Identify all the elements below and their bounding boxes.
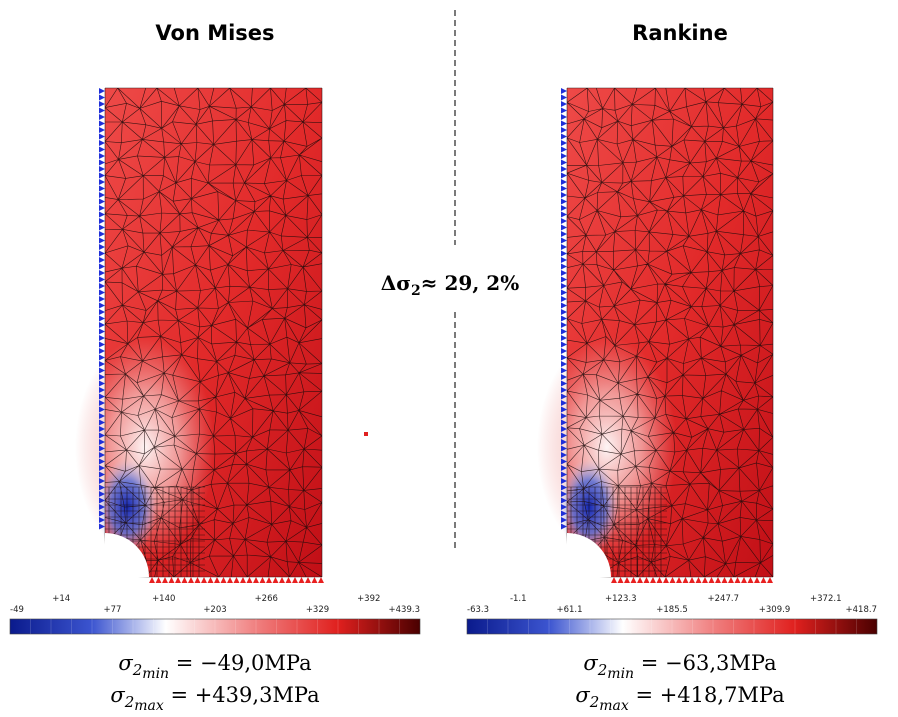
- eq-subsub: min: [607, 666, 634, 682]
- colorbar: [466, 618, 878, 635]
- eq-subsub: min: [142, 666, 169, 682]
- difference-value: ≈ 29, 2%: [421, 271, 519, 295]
- eq-value: = −63,3MPa: [634, 651, 777, 675]
- colorbar-label: +123.3: [605, 594, 636, 604]
- eq-sub: 2: [124, 693, 135, 711]
- dot: [364, 432, 368, 436]
- difference: Δσ2≈ 29, 2%: [381, 271, 519, 299]
- mesh-plot: [75, 87, 324, 583]
- colorbar-label: +392: [357, 594, 380, 604]
- stress-min: σ2min = −63,3MPa: [583, 651, 776, 682]
- eq-symbol: σ: [583, 651, 598, 675]
- eq-symbol: σ: [575, 683, 590, 707]
- colorbar-label: +14: [52, 594, 70, 604]
- eq-sub: 2: [589, 693, 600, 711]
- colorbar-label: +77: [104, 605, 122, 615]
- difference-sub: 2: [411, 283, 421, 299]
- bottom-supports: [149, 577, 324, 583]
- panel-title: Rankine: [632, 21, 728, 45]
- eq-sub: 2: [597, 661, 608, 679]
- stress-max: σ2max = +439,3MPa: [110, 683, 319, 714]
- difference-symbol: Δσ: [381, 271, 411, 295]
- stress-max: σ2max = +418,7MPa: [575, 683, 784, 714]
- colorbar-label: +418.7: [846, 605, 877, 615]
- colorbar-label: +247.7: [708, 594, 739, 604]
- eq-value: = +439,3MPa: [164, 683, 320, 707]
- eq-symbol: σ: [118, 651, 133, 675]
- eq-sub: 2: [132, 661, 143, 679]
- colorbar-label: +309.9: [759, 605, 790, 615]
- colorbar-label: +329: [306, 605, 329, 615]
- bottom-supports: [611, 577, 773, 583]
- colorbar-label: +266: [255, 594, 278, 604]
- colorbar-label: +140: [152, 594, 175, 604]
- hole: [103, 533, 149, 579]
- colorbar-label: +372.1: [810, 594, 841, 604]
- stress-min: σ2min = −49,0MPa: [118, 651, 311, 682]
- eq-subsub: max: [134, 698, 164, 714]
- colorbar-label: +439.3: [389, 605, 420, 615]
- colorbar-label: +61.1: [556, 605, 582, 615]
- eq-subsub: max: [599, 698, 629, 714]
- eq-value: = +418,7MPa: [629, 683, 785, 707]
- eq-value: = −49,0MPa: [169, 651, 312, 675]
- colorbar-label: -1.1: [510, 594, 527, 604]
- colorbar-label: +203: [203, 605, 226, 615]
- panel-title: Von Mises: [155, 21, 274, 45]
- colorbar: [9, 618, 421, 635]
- left-supports: [561, 88, 567, 530]
- colorbar-label: -63.3: [467, 605, 489, 615]
- colorbar-label: -49: [10, 605, 24, 615]
- hole: [565, 533, 611, 579]
- mesh-plot: [537, 87, 774, 583]
- colorbar-label: +185.5: [656, 605, 687, 615]
- left-supports: [99, 88, 105, 530]
- eq-symbol: σ: [110, 683, 125, 707]
